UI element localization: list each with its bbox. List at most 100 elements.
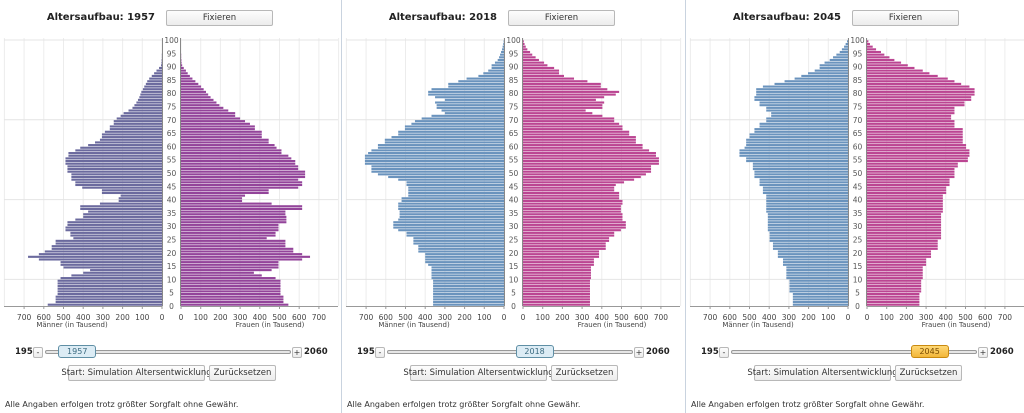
bar-female-age-58 bbox=[181, 149, 282, 152]
bar-male-age-39 bbox=[118, 199, 162, 203]
age-tick-label: 60 bbox=[167, 142, 177, 151]
bar-female-age-39 bbox=[523, 199, 623, 203]
bar-male-age-63 bbox=[391, 136, 504, 139]
x-tick-label-male: 300 bbox=[438, 313, 453, 322]
fix-button[interactable]: Fixieren bbox=[508, 10, 615, 26]
slider-increment-button[interactable]: + bbox=[634, 347, 644, 358]
bar-male-age-44 bbox=[408, 186, 504, 189]
bar-male-age-22 bbox=[51, 245, 162, 248]
x-tick-label-female: 100 bbox=[194, 313, 209, 322]
bar-male-age-13 bbox=[90, 269, 162, 272]
reset-button[interactable]: Zurücksetzen bbox=[551, 365, 618, 381]
bar-male-age-19 bbox=[425, 253, 504, 256]
bar-female-age-33 bbox=[867, 215, 942, 218]
x-tick-label-female: 200 bbox=[213, 313, 228, 322]
bar-male-age-22 bbox=[772, 245, 848, 248]
bar-male-age-47 bbox=[398, 178, 504, 181]
bar-male-age-5 bbox=[57, 290, 163, 293]
bar-female-age-43 bbox=[867, 189, 947, 192]
age-tick-label: 10 bbox=[853, 275, 863, 284]
female-axis-title: Frauen (in Tausend) bbox=[578, 321, 647, 329]
bar-female-age-60 bbox=[181, 144, 275, 147]
start-simulation-button[interactable]: Start: Simulation Altersentwicklung bbox=[61, 365, 212, 381]
bar-female-age-77 bbox=[523, 98, 596, 101]
bar-female-age-16 bbox=[523, 261, 594, 264]
age-tick-label: 65 bbox=[853, 129, 863, 138]
bar-female-age-74 bbox=[181, 106, 224, 109]
x-tick-label-female: 0 bbox=[179, 313, 184, 322]
bar-male-age-29 bbox=[393, 226, 504, 229]
bar-female-age-3 bbox=[181, 295, 284, 298]
bar-female-age-26 bbox=[523, 234, 615, 237]
bar-male-age-2 bbox=[55, 298, 163, 301]
bar-male-age-71 bbox=[771, 114, 848, 117]
slider-decrement-button[interactable]: - bbox=[33, 347, 43, 358]
bar-female-age-65 bbox=[523, 130, 630, 133]
year-slider-thumb[interactable]: 2018 bbox=[515, 345, 554, 358]
slider-max-label: 2060 bbox=[646, 347, 670, 357]
bar-female-age-38 bbox=[867, 202, 943, 205]
bar-male-age-45 bbox=[759, 183, 848, 187]
x-tick-label-female: 300 bbox=[919, 313, 934, 322]
bar-male-age-33 bbox=[399, 215, 504, 218]
bar-male-age-12 bbox=[83, 271, 162, 274]
year-slider-track[interactable] bbox=[45, 350, 291, 354]
start-simulation-button[interactable]: Start: Simulation Altersentwicklung bbox=[403, 365, 554, 381]
bar-female-age-70 bbox=[867, 117, 952, 120]
bar-female-age-83 bbox=[181, 82, 199, 85]
bar-male-age-46 bbox=[75, 181, 162, 184]
bar-male-age-2 bbox=[433, 298, 504, 301]
bar-female-age-38 bbox=[181, 202, 272, 205]
bar-female-age-81 bbox=[867, 88, 975, 91]
bar-male-age-50 bbox=[754, 170, 848, 173]
reset-button[interactable]: Zurücksetzen bbox=[895, 365, 962, 381]
bar-female-age-98 bbox=[523, 42, 525, 46]
bar-female-age-9 bbox=[523, 279, 590, 282]
bar-female-age-67 bbox=[523, 125, 623, 128]
bar-female-age-78 bbox=[523, 96, 605, 99]
age-tick-label: 40 bbox=[509, 196, 519, 205]
bar-female-age-97 bbox=[523, 45, 526, 48]
bar-male-age-42 bbox=[762, 191, 848, 195]
bar-female-age-17 bbox=[867, 258, 927, 261]
slider-decrement-button[interactable]: - bbox=[375, 347, 385, 358]
bar-female-age-58 bbox=[867, 149, 970, 152]
slider-increment-button[interactable]: + bbox=[292, 347, 302, 358]
age-tick-label: 35 bbox=[167, 209, 177, 218]
bar-male-age-75 bbox=[436, 104, 504, 107]
bar-male-age-31 bbox=[67, 221, 162, 224]
year-slider-thumb[interactable]: 1957 bbox=[58, 345, 97, 358]
bar-female-age-13 bbox=[181, 269, 272, 272]
year-slider-thumb[interactable]: 2045 bbox=[910, 345, 949, 358]
bar-male-age-13 bbox=[786, 269, 848, 272]
x-tick-label-male: 100 bbox=[821, 313, 836, 322]
bar-male-age-87 bbox=[154, 72, 162, 75]
bar-male-age-38 bbox=[99, 202, 162, 205]
year-slider-track[interactable] bbox=[731, 350, 977, 354]
bar-female-age-0 bbox=[867, 303, 920, 306]
bar-male-age-61 bbox=[95, 141, 162, 144]
bar-female-age-21 bbox=[181, 247, 294, 250]
bar-female-age-29 bbox=[867, 226, 942, 229]
slider-decrement-button[interactable]: - bbox=[719, 347, 729, 358]
bar-male-age-25 bbox=[73, 237, 162, 240]
bar-male-age-0 bbox=[47, 303, 162, 306]
bar-male-age-43 bbox=[101, 189, 162, 192]
x-tick-label-male: 200 bbox=[457, 313, 472, 322]
bar-male-age-12 bbox=[431, 271, 504, 274]
fix-button[interactable]: Fixieren bbox=[852, 10, 959, 26]
start-simulation-button[interactable]: Start: Simulation Altersentwicklung bbox=[747, 365, 898, 381]
bar-female-age-24 bbox=[181, 239, 286, 242]
x-tick-label-female: 600 bbox=[978, 313, 993, 322]
slider-increment-button[interactable]: + bbox=[978, 347, 988, 358]
bar-female-age-42 bbox=[867, 191, 947, 195]
fix-button[interactable]: Fixieren bbox=[166, 10, 273, 26]
bar-female-age-31 bbox=[523, 221, 626, 224]
year-slider-track[interactable] bbox=[387, 350, 633, 354]
bar-male-age-70 bbox=[421, 117, 504, 120]
bar-male-age-85 bbox=[794, 77, 848, 80]
reset-button[interactable]: Zurücksetzen bbox=[209, 365, 276, 381]
bar-male-age-90 bbox=[819, 64, 848, 67]
bar-female-age-41 bbox=[181, 194, 246, 197]
bar-male-age-6 bbox=[789, 287, 848, 290]
